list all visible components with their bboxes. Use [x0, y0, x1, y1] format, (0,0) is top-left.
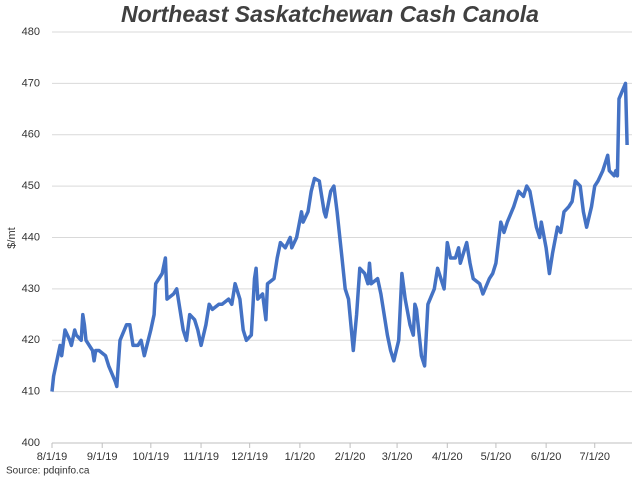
- x-tick-label: 6/1/20: [531, 451, 562, 463]
- y-tick-label: 400: [22, 437, 40, 449]
- y-tick-label: 470: [22, 77, 40, 89]
- y-tick-label: 450: [22, 180, 40, 192]
- x-tick-label: 2/1/20: [335, 451, 366, 463]
- y-axis-label: $/mt: [6, 227, 18, 248]
- x-tick-label: 7/1/20: [579, 451, 610, 463]
- x-tick-label: 5/1/20: [481, 451, 512, 463]
- x-tick-label: 10/1/19: [132, 451, 169, 463]
- x-tick-label: 11/1/19: [183, 451, 219, 463]
- y-tick-label: 430: [22, 283, 40, 295]
- y-tick-label: 420: [22, 334, 40, 346]
- source: Source: pdqinfo.ca: [6, 466, 90, 477]
- x-tick-label: 9/1/19: [87, 451, 118, 463]
- x-tick-label: 1/1/20: [285, 451, 316, 463]
- x-tick-label: 12/1/19: [231, 451, 268, 463]
- x-tick-label: 8/1/19: [37, 451, 68, 463]
- y-tick-label: 480: [22, 26, 40, 38]
- y-tick-label: 410: [22, 386, 40, 398]
- y-tick-label: 460: [22, 129, 40, 141]
- chart-title: Northeast Saskatchewan Cash Canola: [121, 1, 539, 27]
- x-tick-label: 4/1/20: [432, 451, 463, 463]
- line-series: [50, 81, 629, 392]
- x-tick-label: 3/1/20: [382, 451, 413, 463]
- y-tick-label: 440: [22, 231, 40, 243]
